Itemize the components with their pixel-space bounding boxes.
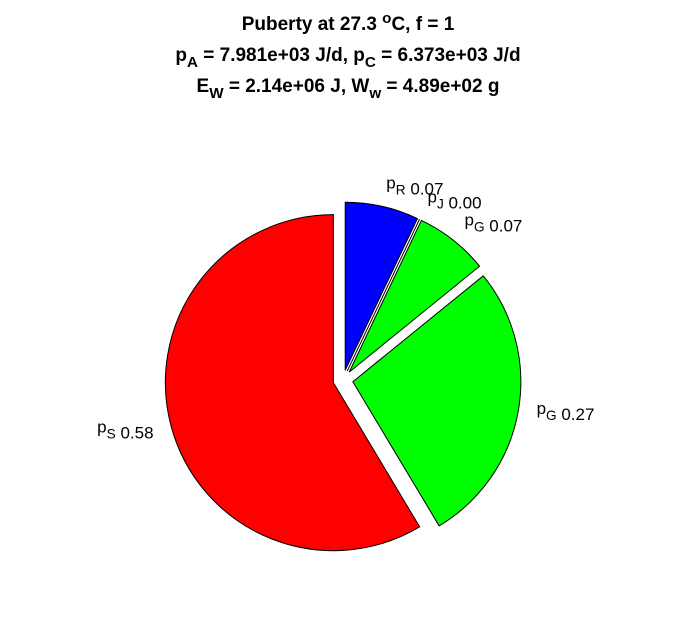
text-part: w: [368, 85, 381, 102]
text-part: Puberty at 27.3: [242, 14, 382, 35]
chart-title: Puberty at 27.3 oC, f = 1: [242, 10, 455, 35]
text-part: p: [386, 173, 395, 192]
text-part: J: [437, 197, 444, 212]
slice-label: pS 0.58: [97, 417, 153, 442]
text-part: C: [365, 54, 376, 71]
text-part: = 6.373e+03 J/d: [376, 45, 521, 66]
text-part: A: [187, 54, 198, 71]
text-part: = 4.89e+02 g: [381, 76, 499, 97]
pie-slice: [348, 219, 481, 373]
text-part: p: [427, 188, 436, 207]
pie-slice: [344, 201, 419, 371]
value-label: 0.27: [561, 405, 594, 424]
slice-label: pJ 0.00: [427, 188, 481, 213]
value-label: 0.07: [410, 179, 443, 198]
text-part: C, f = 1: [391, 14, 454, 35]
slice-label: pG 0.07: [465, 210, 523, 235]
value-label: 0.00: [448, 194, 481, 213]
text-part: p: [465, 210, 474, 229]
pie-slice: [164, 214, 421, 552]
text-part: S: [107, 426, 116, 441]
value-label: 0.58: [120, 423, 153, 442]
text-part: = 2.14e+06 J, W: [224, 76, 370, 97]
text-part: E: [197, 76, 210, 97]
text-part: W: [209, 85, 224, 102]
slice-label: pG 0.27: [537, 399, 595, 424]
value-label: 0.07: [489, 216, 522, 235]
text-part: p: [537, 399, 546, 418]
text-part: p: [97, 417, 106, 436]
text-part: o: [382, 10, 391, 27]
chart-title: pA = 7.981e+03 J/d, pC = 6.373e+03 J/d: [175, 45, 520, 71]
pie-slice: [352, 275, 522, 527]
text-part: R: [396, 182, 406, 197]
text-part: p: [175, 45, 187, 66]
text-part: = 7.981e+03 J/d, p: [198, 45, 365, 66]
text-part: G: [474, 219, 485, 234]
text-part: G: [546, 408, 557, 423]
slice-label: pR 0.07: [386, 173, 443, 198]
chart-title: EW = 2.14e+06 J, Ww = 4.89e+02 g: [197, 76, 500, 102]
